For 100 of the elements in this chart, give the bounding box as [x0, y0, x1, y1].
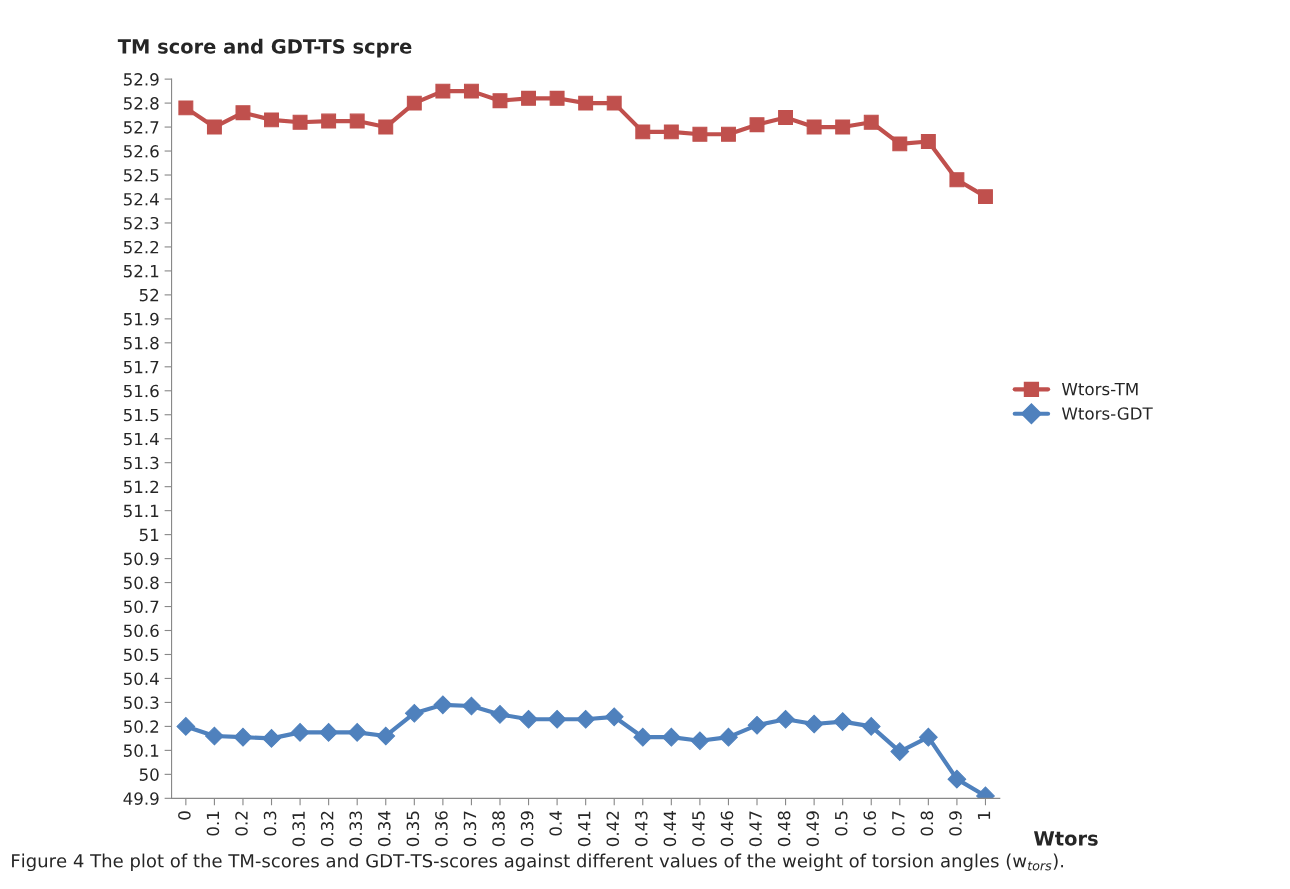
point: [949, 172, 965, 188]
y-tick-label: 50.8: [123, 576, 159, 590]
y-tick-label: 51.8: [123, 336, 159, 350]
point: [521, 90, 537, 106]
x-axis-title: Wtors: [1033, 831, 1098, 846]
point: [205, 726, 224, 746]
point: [492, 93, 508, 109]
point: [776, 709, 795, 729]
x-tick-label: 0.46: [720, 811, 734, 847]
x-tick-label: 0.31: [292, 811, 305, 847]
y-tick-label: 50.3: [123, 696, 159, 709]
point: [206, 119, 222, 135]
x-tick-label: 0.42: [606, 811, 620, 847]
y-tick-label: 51.5: [123, 408, 159, 422]
x-tick-label: 0.2: [235, 811, 248, 836]
x-tick-label: 0.48: [777, 811, 791, 847]
point: [978, 189, 993, 205]
caption: Figure 4 The plot of the TM-scores and GDT-TS-scores against different values of the weight of torsion angles (w$_{tors}$).: [12, 853, 1064, 872]
point: [576, 709, 596, 729]
y-tick-label: 50.1: [123, 744, 159, 757]
x-tick-label: 0.5: [834, 811, 848, 836]
y-tick-label: 50: [139, 768, 159, 781]
point: [262, 729, 281, 748]
y-tick-label: 51.4: [123, 432, 159, 446]
point: [462, 696, 481, 716]
point: [290, 723, 310, 742]
x-tick-label: 0.49: [806, 811, 819, 847]
point: [378, 119, 394, 135]
point: [463, 83, 479, 99]
y-tick-label: 49.9: [123, 792, 159, 805]
x-tick-label: 0.34: [377, 811, 391, 847]
x-tick-label: 1: [977, 811, 991, 819]
point: [347, 723, 367, 742]
point: [176, 717, 196, 736]
x-tick-label: 0.33: [349, 811, 363, 847]
y-tick-label: 51.6: [123, 384, 159, 398]
point: [749, 117, 765, 133]
point: [747, 715, 767, 735]
point: [920, 133, 936, 149]
x-tick-label: 0.47: [749, 811, 762, 847]
x-tick-label: 0.38: [492, 811, 505, 847]
point: [376, 726, 396, 746]
point: [292, 114, 308, 130]
point: [863, 114, 879, 130]
y-tick-label: 52: [139, 288, 159, 302]
point: [690, 731, 710, 751]
point: [861, 717, 881, 736]
point: [947, 769, 967, 789]
y-tick-label: 50.5: [123, 648, 159, 662]
point: [549, 90, 565, 106]
x-tick-label: 0.32: [320, 811, 334, 847]
point: [720, 126, 736, 142]
point: [833, 712, 853, 731]
x-tick-label: 0.45: [692, 811, 705, 847]
y-tick-label: 52.1: [123, 264, 159, 278]
y-tick-label: 51.2: [123, 480, 159, 494]
point: [661, 727, 681, 747]
point: [321, 113, 337, 129]
point: [635, 124, 651, 140]
point: [804, 714, 824, 734]
point: [892, 136, 908, 152]
y-tick-label: 50.9: [123, 552, 159, 566]
x-tick-label: 0.41: [577, 811, 591, 847]
point: [890, 742, 910, 761]
x-tick-label: 0.44: [663, 811, 677, 847]
x-tick-label: 0.8: [920, 811, 934, 836]
point: [663, 124, 679, 140]
x-tick-label: 0.4: [549, 811, 562, 836]
y-tick-label: 52.3: [123, 216, 159, 230]
x-tick-label: 0.37: [463, 811, 477, 847]
y-tick-label: 52.7: [123, 121, 159, 134]
y-tick-label: 50.2: [123, 720, 159, 733]
point: [319, 723, 338, 742]
y-tick-label: 50.7: [123, 600, 159, 614]
x-tick-label: 0.9: [949, 811, 962, 836]
y-tick-label: 51.3: [123, 456, 159, 470]
y-tick-label: 50.6: [123, 624, 159, 638]
point: [433, 695, 453, 715]
point: [178, 100, 194, 116]
legend-label: Wtors-GDT: [1061, 407, 1153, 420]
point: [406, 95, 422, 111]
point: [604, 707, 624, 727]
y-tick-label: 52.4: [123, 192, 159, 206]
point: [404, 703, 424, 723]
y-tick-label: 52.9: [123, 73, 159, 86]
point: [233, 727, 253, 747]
point: [435, 83, 451, 99]
point: [692, 126, 708, 142]
x-tick-label: 0.39: [520, 811, 534, 847]
x-tick-label: 0.1: [206, 811, 220, 836]
x-tick-label: 0.7: [892, 811, 905, 836]
x-tick-label: 0.3: [263, 811, 277, 836]
x-tick-label: 0: [178, 811, 191, 820]
y-tick-label: 52.2: [123, 240, 159, 254]
point: [490, 705, 510, 724]
point: [235, 105, 251, 121]
y-tick-label: 52.6: [123, 145, 159, 158]
point: [919, 727, 938, 747]
legend-label: Wtors-TM: [1061, 382, 1138, 396]
point: [806, 119, 822, 135]
